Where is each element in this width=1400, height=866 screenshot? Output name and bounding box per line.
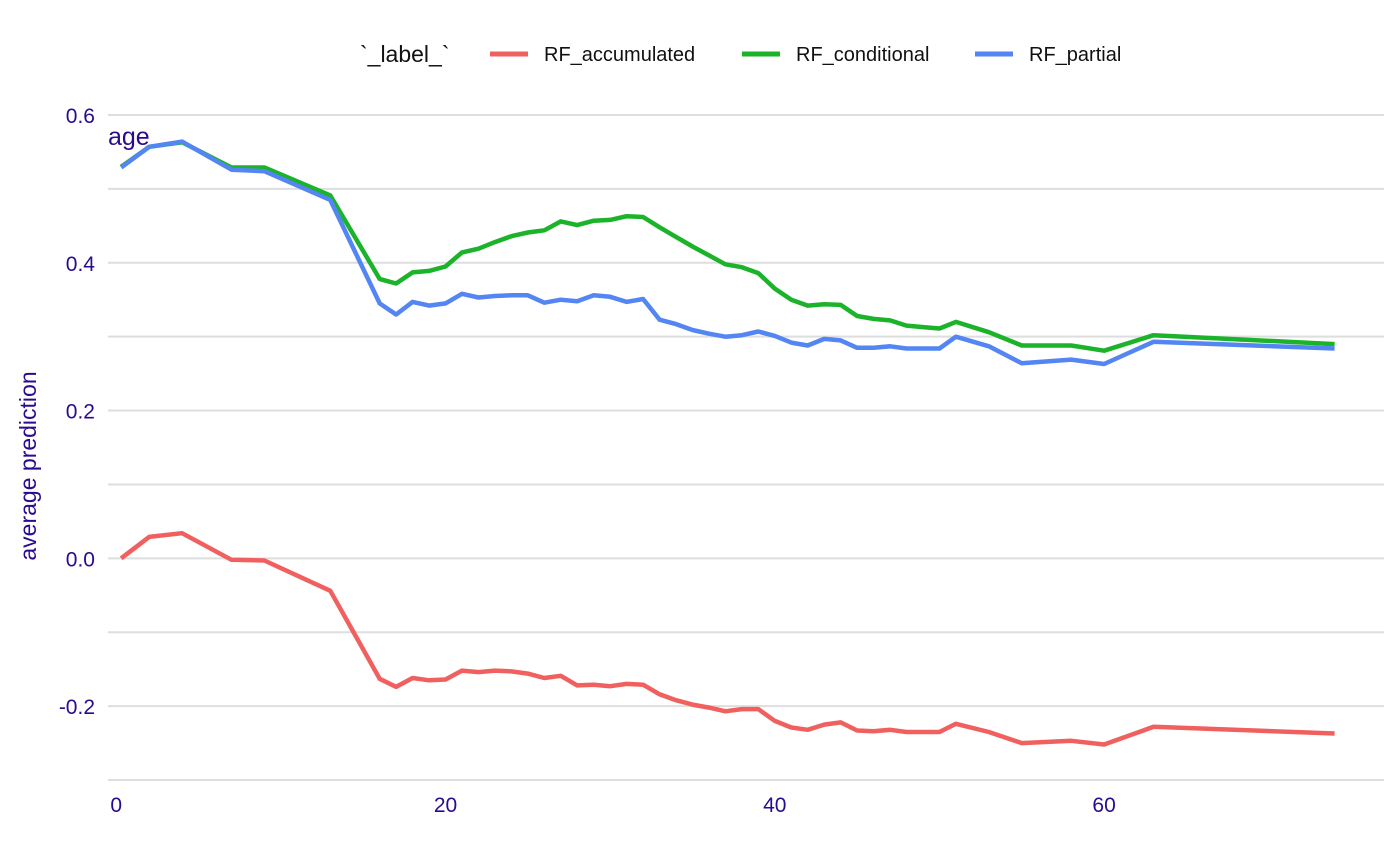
- legend-label: RF_conditional: [796, 44, 929, 66]
- legend: `_label_` RF_accumulated RF_conditional RF…: [360, 41, 1121, 67]
- x-axis-ticks: 0 20 40 60: [110, 794, 1115, 817]
- x-tick-label: 0: [110, 794, 122, 817]
- legend-item: RF_partial: [975, 44, 1121, 66]
- y-tick-label: 0.4: [66, 253, 96, 276]
- y-tick-label: 0.0: [66, 548, 95, 571]
- y-tick-label: -0.2: [59, 696, 95, 719]
- series-line-rf-partial: [119, 139, 1335, 367]
- y-axis-ticks: -0.2 0.0 0.2 0.4 0.6: [59, 105, 95, 719]
- legend-item: RF_conditional: [742, 44, 929, 66]
- legend-label: RF_accumulated: [544, 44, 695, 66]
- y-tick-label: 0.2: [66, 401, 95, 424]
- x-tick-label: 60: [1092, 794, 1115, 817]
- series-lines: [119, 139, 1335, 747]
- legend-title: `_label_`: [360, 41, 450, 67]
- y-axis-label: average prediction: [15, 371, 41, 560]
- x-tick-label: 20: [434, 794, 457, 817]
- series-line-rf-conditional: [119, 140, 1335, 353]
- series-line-rf-accumulated: [119, 530, 1335, 747]
- x-tick-label: 40: [763, 794, 786, 817]
- legend-item: RF_accumulated: [490, 44, 695, 66]
- grid: [108, 114, 1384, 781]
- legend-label: RF_partial: [1029, 44, 1121, 66]
- panel-title: age: [108, 123, 150, 151]
- y-tick-label: 0.6: [66, 105, 95, 128]
